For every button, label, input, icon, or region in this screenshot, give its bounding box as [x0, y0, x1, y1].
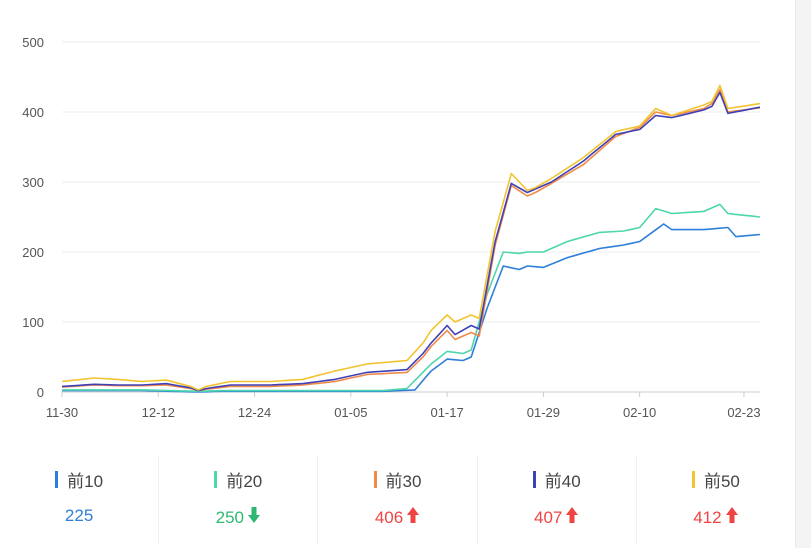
y-tick-label: 500: [22, 35, 44, 50]
legend-value-wrap: 407: [534, 506, 579, 529]
legend-head: 前40: [532, 467, 581, 492]
x-tick-label: 01-17: [430, 405, 463, 420]
series-line-前40: [61, 91, 761, 392]
legend-item-top10[interactable]: 前10 225: [0, 455, 160, 545]
legend-value: 250: [215, 507, 244, 527]
legend-swatch: [691, 471, 695, 488]
legend-value: 225: [64, 506, 94, 525]
legend-value: 406: [374, 507, 404, 527]
legend-head: 前20: [214, 467, 262, 492]
legend-label: 前20: [226, 472, 263, 491]
x-tick-label: 02-23: [727, 405, 760, 420]
legend-label: 前50: [703, 472, 740, 491]
legend-swatch: [373, 471, 377, 488]
legend-row: 前10 225 前20 250 前30 406 前40: [0, 455, 795, 545]
legend-swatch: [532, 471, 536, 488]
legend-value: 412: [693, 507, 722, 527]
legend-item-top30[interactable]: 前30 406: [318, 455, 478, 545]
y-tick-label: 0: [37, 385, 44, 400]
legend-value: 407: [534, 507, 563, 527]
y-tick-label: 300: [22, 175, 44, 190]
legend-value-wrap: 406: [375, 506, 420, 529]
y-tick-label: 100: [22, 315, 44, 330]
legend-head: 前50: [691, 467, 740, 492]
y-tick-label: 200: [22, 245, 44, 260]
legend-head: 前30: [373, 467, 422, 492]
line-chart: 0 100 200 300 400 500 11-30 12-12 12-24 01-05 01-1…: [22, 35, 761, 420]
x-tick-label: 01-05: [334, 405, 367, 420]
legend-item-top20[interactable]: 前20 250: [159, 455, 319, 545]
legend-value-wrap: 225: [65, 506, 93, 526]
legend-label: 前10: [67, 472, 104, 491]
series-line-前50: [61, 84, 761, 391]
series-line-前30: [61, 88, 761, 392]
trend-arrow-icon: [725, 506, 739, 529]
chart-svg: 0 100 200 300 400 500 11-30 12-12 12-24 01-05 01-1…: [22, 35, 761, 420]
x-tick-label: 01-29: [527, 405, 560, 420]
y-tick-label: 400: [22, 105, 44, 120]
legend-item-top40[interactable]: 前40 407: [478, 455, 637, 545]
x-tick-label: 12-24: [238, 405, 271, 420]
series-line-前20: [62, 203, 761, 393]
series-line-前10: [62, 223, 761, 393]
legend-value-wrap: 250: [216, 506, 261, 529]
legend-item-top50[interactable]: 前50 412: [637, 455, 795, 545]
scrollbar-track[interactable]: [795, 0, 811, 548]
trend-arrow-icon: [565, 506, 579, 529]
x-tick-label: 02-10: [623, 405, 656, 420]
legend-swatch: [55, 471, 59, 488]
legend-label: 前40: [544, 472, 581, 491]
legend-swatch: [214, 471, 218, 488]
legend-label: 前30: [385, 472, 422, 491]
legend-head: 前10: [55, 467, 103, 492]
trend-arrow-icon: [247, 506, 261, 529]
trend-arrow-icon: [406, 506, 420, 529]
x-tick-label: 12-12: [142, 405, 175, 420]
x-tick-label: 11-30: [46, 405, 78, 420]
legend-value-wrap: 412: [693, 506, 738, 529]
